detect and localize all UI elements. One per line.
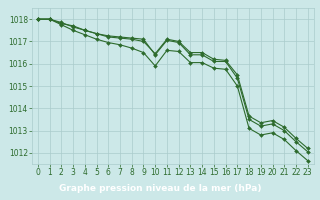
Text: Graphe pression niveau de la mer (hPa): Graphe pression niveau de la mer (hPa) [59,184,261,193]
